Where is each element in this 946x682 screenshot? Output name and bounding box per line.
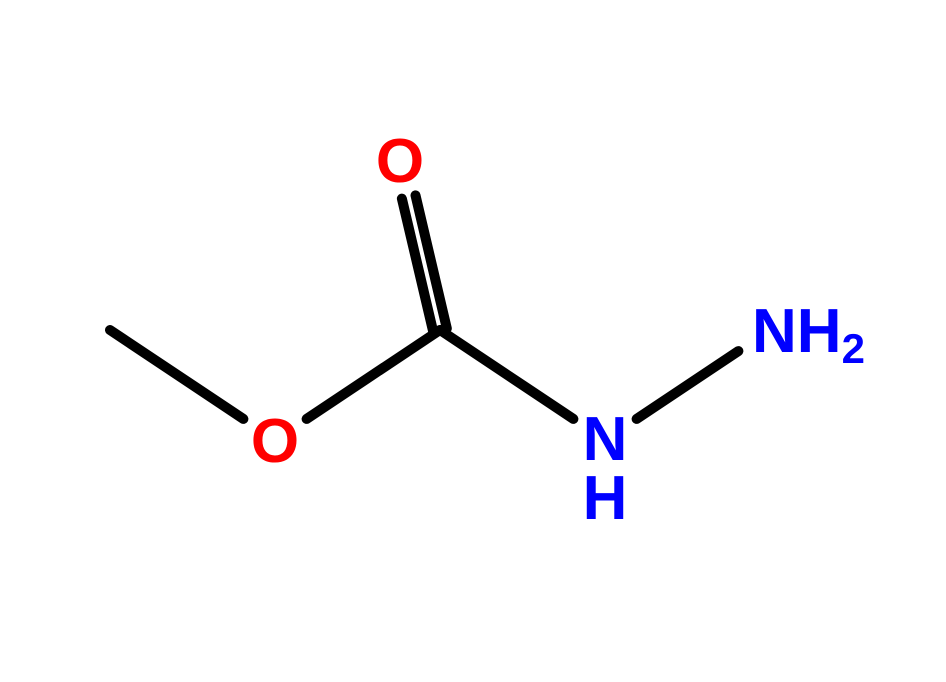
bond-single [307,330,440,419]
bond-single [440,330,573,419]
atom-label-nitrogen-2: NH2 [752,297,865,372]
bond-single [637,351,739,419]
atom-labels-group: OONHNH2 [251,127,865,533]
molecule-diagram: OONHNH2 [0,0,946,682]
bond-single [110,330,243,419]
atom-label-oxygen-double: O [376,127,424,196]
atom-label-nitrogen-2-sub: 2 [842,325,865,372]
bonds-group [110,195,738,419]
atom-label-nitrogen-1-h: H [583,464,628,533]
atom-label-oxygen-ether: O [251,407,299,476]
